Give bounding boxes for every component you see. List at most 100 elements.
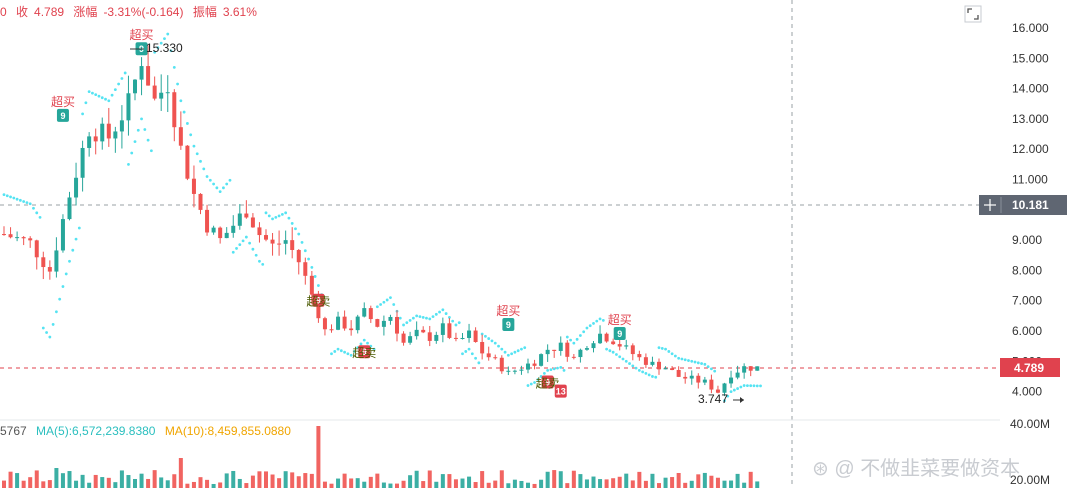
candle-body — [493, 357, 498, 359]
sar-dot — [542, 372, 546, 375]
signal-number: 9 — [316, 296, 321, 306]
candle-body — [80, 147, 85, 178]
candle-body — [414, 329, 419, 337]
signal-markers: 9超买9超买9超卖9超卖9超买9超卖139超买 — [51, 27, 632, 398]
sar-dot — [218, 190, 222, 194]
current-price: 4.789 — [1014, 361, 1044, 375]
watermark-icon: ⊛ @ — [812, 458, 861, 480]
sar-dot — [303, 249, 307, 253]
volume-bar — [637, 471, 642, 488]
candle-body — [670, 368, 675, 371]
volume-bar — [735, 473, 740, 488]
sar-dot — [317, 284, 320, 287]
volume-bar — [34, 470, 39, 488]
sar-dot — [287, 216, 291, 220]
sar-dot — [490, 339, 494, 343]
sar-dot — [546, 368, 550, 372]
sar-dot — [5, 194, 9, 198]
volume-bar — [395, 483, 399, 488]
volume-bar — [421, 481, 426, 488]
fullscreen-icon[interactable] — [964, 5, 982, 23]
sar-dot — [703, 362, 707, 366]
candle-body — [571, 356, 576, 358]
sar-dot — [104, 97, 107, 101]
candle-body — [191, 178, 196, 194]
signal-number: 9 — [617, 329, 622, 339]
sar-dot — [244, 235, 248, 239]
candle-body — [643, 357, 648, 365]
candle-body — [277, 243, 282, 245]
candle-body — [152, 85, 157, 99]
sar-dot — [572, 341, 576, 345]
sar-dot — [710, 367, 713, 371]
volume-bar — [742, 482, 747, 488]
candle-body — [250, 217, 255, 228]
volume-bar — [617, 476, 622, 488]
volume-bar — [532, 483, 537, 488]
sar-dot — [195, 152, 199, 156]
sar-dot — [113, 88, 117, 92]
sar-dot — [300, 240, 304, 244]
sar-dot — [136, 128, 140, 132]
volume-bar — [519, 480, 524, 488]
sar-dot — [673, 354, 677, 358]
volume-bar — [21, 480, 26, 488]
volume-bar — [709, 475, 714, 488]
current-price-label: 4.789 — [1000, 358, 1060, 377]
candle-body — [375, 319, 380, 327]
sar-dot — [149, 149, 153, 153]
candle-body — [388, 316, 393, 321]
volume-bar — [578, 474, 583, 488]
candle-body — [663, 368, 668, 370]
close-label: 收 — [16, 5, 29, 19]
price-tick-label: 8.000 — [1012, 263, 1042, 277]
sar-dot — [569, 338, 572, 342]
candle-body — [185, 145, 190, 179]
sar-dot — [434, 312, 438, 316]
price-axis[interactable]: 16.000 15.000 14.000 13.000 12.000 11.000 9.00… — [1010, 21, 1050, 487]
sar-dot — [182, 110, 186, 114]
sar-dot — [336, 347, 340, 351]
candle-body — [395, 316, 399, 334]
sar-dot — [408, 318, 412, 322]
sar-dot — [277, 214, 281, 218]
sar-dot — [660, 347, 664, 350]
sar-dot — [81, 112, 84, 116]
sar-dot — [467, 347, 471, 351]
sar-dot — [585, 326, 589, 330]
volume-bar — [87, 482, 92, 488]
candle-body — [742, 366, 747, 373]
sar-dot — [470, 352, 474, 356]
volume-bar — [349, 478, 354, 488]
sar-dot — [415, 314, 419, 318]
sar-dot — [706, 365, 710, 369]
volume-bar — [486, 482, 491, 488]
candle-body — [408, 336, 413, 343]
price-tick-label: 15.000 — [1012, 51, 1049, 65]
volume-bar — [453, 479, 458, 488]
candle-body — [224, 232, 229, 239]
sar-dot — [441, 308, 445, 312]
price-tick-label: 12.000 — [1012, 142, 1049, 156]
candle-body — [486, 353, 491, 358]
sar-dot — [418, 315, 422, 319]
watermark: ⊛ @ 不做韭菜要做资本 — [812, 452, 1020, 481]
volume-bar — [702, 472, 707, 488]
sar-dot — [677, 356, 681, 360]
candle-body — [519, 369, 524, 371]
sar-dot — [359, 342, 363, 346]
sar-dot — [464, 350, 468, 353]
volume-bar — [41, 481, 46, 488]
signal-number: 9 — [545, 378, 550, 388]
volume-bar — [119, 470, 124, 488]
candle-body — [526, 363, 530, 370]
volume-bar — [539, 479, 544, 488]
candle-body — [683, 376, 688, 379]
volume-bar — [8, 471, 13, 488]
candle-body — [231, 225, 236, 233]
sar-dot — [749, 384, 753, 388]
sar-dot — [192, 144, 196, 148]
candle-body — [336, 316, 341, 330]
